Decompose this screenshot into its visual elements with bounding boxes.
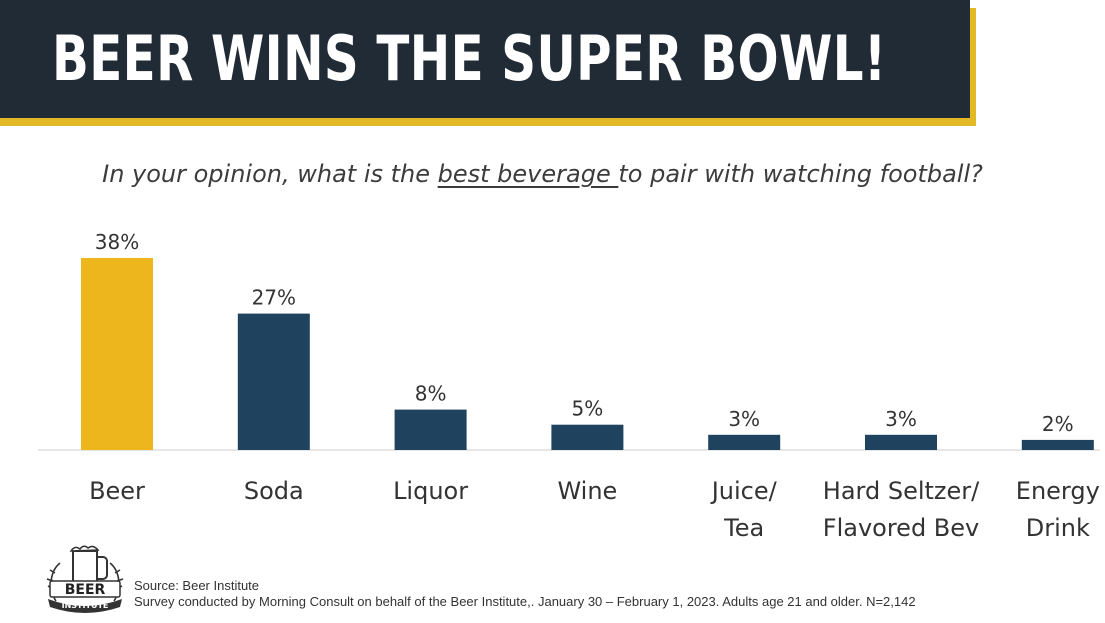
logo-word-institute: INSTITUTE: [62, 601, 109, 610]
bar-5: [865, 434, 937, 450]
title-banner: BEER WINS THE SUPER BOWL!: [0, 0, 970, 118]
category-label-6-line-0: Energy: [1016, 477, 1100, 505]
source-line: Source: Beer Institute: [134, 578, 260, 593]
question-text-end: to pair with watching football?: [618, 160, 983, 188]
value-label-1: 27%: [252, 286, 296, 310]
value-label-3: 5%: [572, 397, 604, 421]
value-label-2: 8%: [415, 382, 447, 406]
bar-0: [81, 258, 153, 450]
page-title: BEER WINS THE SUPER BOWL!: [52, 22, 887, 95]
bar-1: [237, 313, 310, 450]
category-label-5-line-1: Flavored Bev: [823, 514, 979, 542]
question-text-underlined: best beverage: [437, 160, 619, 188]
bar-group: [81, 258, 1094, 450]
category-label-3-line-0: Wine: [557, 477, 617, 505]
category-label-5-line-0: Hard Seltzer/: [823, 477, 980, 505]
category-label-1-line-0: Soda: [244, 477, 304, 505]
category-label-0-line-0: Beer: [89, 477, 145, 505]
bar-2: [394, 409, 467, 450]
category-label-2-line-0: Liquor: [393, 477, 468, 505]
value-label-6: 2%: [1042, 412, 1074, 436]
survey-question: In your opinion, what is the best bevera…: [0, 160, 1085, 188]
category-label-group: Beer Soda Liquor Wine Juice/Tea Hard Seltzer/…: [89, 477, 1100, 542]
category-label-4-line-0: Juice/: [710, 477, 778, 505]
beer-institute-logo: BEER INSTITUTE: [46, 545, 124, 613]
question-text-start: In your opinion, what is the: [102, 160, 438, 188]
bar-chart: 38% 27% 8% 5% 3% 3% 2% Beer Soda Liquor Wine Juice…: [38, 230, 1100, 542]
category-label-4-line-1: Tea: [723, 514, 764, 542]
source-note: Source: Beer Institute Survey conducted …: [134, 578, 916, 610]
bar-3: [551, 424, 624, 450]
category-label-6-line-1: Drink: [1026, 514, 1090, 542]
value-label-group: 38% 27% 8% 5% 3% 3% 2%: [95, 230, 1074, 436]
bar-4: [708, 434, 781, 450]
survey-methodology-line: Survey conducted by Morning Consult on b…: [134, 594, 916, 609]
value-label-5: 3%: [885, 407, 917, 431]
logo-word-beer: BEER: [65, 582, 106, 598]
value-label-0: 38%: [95, 230, 139, 254]
bar-6: [1021, 439, 1094, 450]
value-label-4: 3%: [728, 407, 760, 431]
